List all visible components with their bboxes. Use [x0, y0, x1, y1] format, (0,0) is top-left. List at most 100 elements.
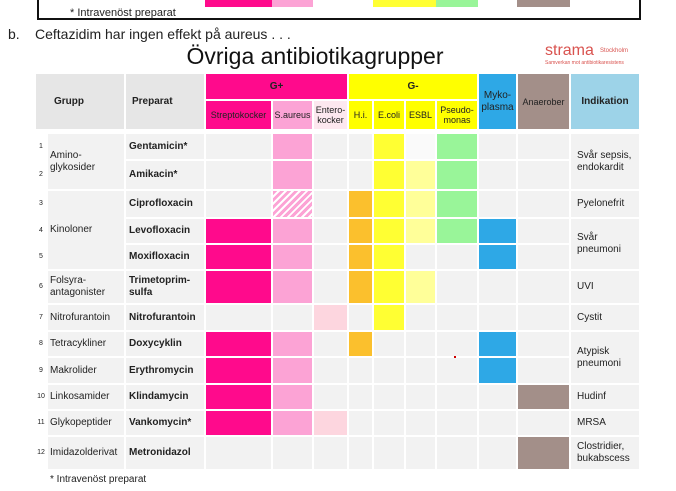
coverage-cell: [405, 244, 436, 270]
indication-cell: Pyelonefrit: [570, 190, 640, 218]
coverage-cell: [405, 331, 436, 357]
coverage-cell: [313, 270, 348, 304]
drug-cell: Doxycyklin: [125, 331, 205, 357]
indication-cell: Hudinf: [570, 384, 640, 410]
coverage-cell: [373, 331, 405, 357]
drug-cell: Erythromycin: [125, 357, 205, 384]
coverage-cell: [272, 384, 313, 410]
prev-slide-edge: [37, 0, 641, 20]
coverage-cell: [478, 218, 517, 244]
coverage-cell: [373, 244, 405, 270]
subhead-cell: E.coli: [373, 100, 405, 130]
coverage-cell: [436, 190, 478, 218]
coverage-cell: [313, 331, 348, 357]
coverage-cell: [205, 357, 272, 384]
coverage-cell: [348, 304, 373, 331]
subhead-cell: Streptokocker: [205, 100, 272, 130]
coverage-cell: [272, 244, 313, 270]
coverage-cell: [348, 357, 373, 384]
coverage-cell: [348, 331, 373, 357]
coverage-cell: [373, 304, 405, 331]
coverage-cell: [405, 357, 436, 384]
coverage-cell: [205, 436, 272, 470]
coverage-cell: [517, 160, 570, 190]
coverage-cell: [348, 160, 373, 190]
group-cell: Amino- glykosider: [47, 133, 125, 190]
group-cell: Glykopeptider: [47, 410, 125, 436]
row-number: 12: [35, 436, 47, 470]
coverage-cell: [348, 218, 373, 244]
slide-title: Övriga antibiotikagrupper: [186, 43, 444, 69]
coverage-cell: [405, 190, 436, 218]
drug-cell: Trimetoprim- sulfa: [125, 270, 205, 304]
coverage-cell: [373, 384, 405, 410]
coverage-cell: [313, 304, 348, 331]
coverage-cell: [517, 331, 570, 357]
coverage-cell: [436, 436, 478, 470]
drug-cell: Vankomycin*: [125, 410, 205, 436]
marker-dot: [454, 356, 456, 358]
table-footnote: * Intravenöst preparat: [50, 474, 147, 485]
row-number: 7: [35, 304, 47, 331]
subhead-cell: S.aureus: [272, 100, 313, 130]
coverage-cell: [405, 384, 436, 410]
row-number: 9: [35, 357, 47, 384]
indication-cell: Atypisk pneumoni: [570, 331, 640, 384]
coverage-cell: [436, 244, 478, 270]
coverage-cell: [436, 270, 478, 304]
coverage-cell: [272, 133, 313, 160]
head-cell: Myko- plasma: [478, 73, 517, 130]
row-number: 3: [35, 190, 47, 218]
coverage-cell: [313, 190, 348, 218]
coverage-cell: [313, 436, 348, 470]
coverage-cell: [478, 331, 517, 357]
head-cell: Preparat: [125, 73, 205, 130]
indication-cell: Clostridier, bukabscess: [570, 436, 640, 470]
coverage-cell: [272, 331, 313, 357]
group-cell: Kinoloner: [47, 190, 125, 270]
coverage-cell: [272, 410, 313, 436]
indication-cell: MRSA: [570, 410, 640, 436]
coverage-cell: [313, 384, 348, 410]
coverage-cell: [205, 190, 272, 218]
drug-cell: Gentamicin*: [125, 133, 205, 160]
coverage-cell: [205, 304, 272, 331]
coverage-cell: [272, 218, 313, 244]
coverage-cell: [205, 331, 272, 357]
subhead-cell: H.i.: [348, 100, 373, 130]
coverage-cell: [272, 304, 313, 331]
coverage-cell: [348, 244, 373, 270]
coverage-cell: [313, 410, 348, 436]
coverage-cell: [478, 384, 517, 410]
coverage-cell: [373, 133, 405, 160]
coverage-cell: [436, 331, 478, 357]
logo-tagline: Samverkan mot antibiotikaresistens: [545, 60, 624, 66]
row-number: 5: [35, 244, 47, 270]
coverage-cell: [436, 133, 478, 160]
coverage-cell: [348, 133, 373, 160]
coverage-cell: [272, 357, 313, 384]
coverage-cell: [517, 436, 570, 470]
prev-footnote: * Intravenöst preparat: [70, 7, 176, 19]
group-cell: Folsyra- antagonister: [47, 270, 125, 304]
coverage-cell: [205, 410, 272, 436]
prev-cell: [205, 0, 272, 7]
coverage-cell: [313, 357, 348, 384]
coverage-cell: [478, 304, 517, 331]
coverage-cell: [205, 244, 272, 270]
drug-cell: Klindamycin: [125, 384, 205, 410]
coverage-cell: [405, 436, 436, 470]
coverage-cell: [478, 190, 517, 218]
coverage-cell: [405, 133, 436, 160]
coverage-cell: [405, 410, 436, 436]
coverage-cell: [478, 160, 517, 190]
indication-cell: Cystit: [570, 304, 640, 331]
coverage-cell: [348, 190, 373, 218]
coverage-cell: [205, 270, 272, 304]
coverage-cell: [348, 384, 373, 410]
coverage-cell: [348, 436, 373, 470]
prev-cell: [517, 0, 570, 7]
coverage-cell: [478, 410, 517, 436]
coverage-cell: [478, 436, 517, 470]
coverage-cell: [205, 160, 272, 190]
